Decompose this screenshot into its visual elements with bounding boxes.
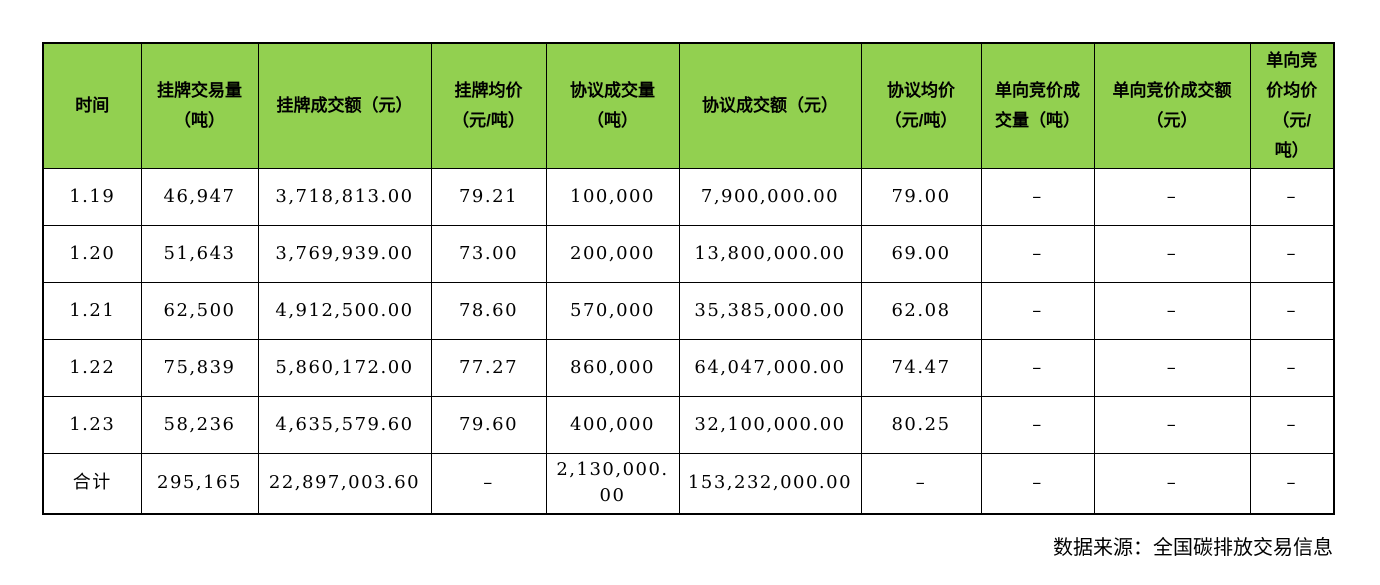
cell-time: 1.21 bbox=[42, 282, 142, 340]
cell-time: 1.20 bbox=[42, 225, 142, 283]
cell-listed-volume: 51,643 bbox=[140, 225, 259, 283]
cell-agreement-turnover: 32,100,000.00 bbox=[678, 396, 862, 454]
header-cell-auction-volume: 单向竞价成 交量（吨） bbox=[980, 42, 1095, 169]
cell-auction-avg-price: – bbox=[1249, 282, 1335, 340]
cell-agreement-turnover: 64,047,000.00 bbox=[678, 339, 862, 397]
table-row: 1.22 75,839 5,860,172.00 77.27 860,000 6… bbox=[42, 339, 1335, 397]
table-row: 1.23 58,236 4,635,579.60 79.60 400,000 3… bbox=[42, 396, 1335, 454]
table-row-total: 合计 295,165 22,897,003.60 – 2,130,000. 00… bbox=[42, 453, 1335, 514]
table-row: 1.20 51,643 3,769,939.00 73.00 200,000 1… bbox=[42, 225, 1335, 283]
cell-auction-turnover: – bbox=[1093, 168, 1251, 226]
cell-agreement-turnover: 13,800,000.00 bbox=[678, 225, 862, 283]
header-cell-auction-turnover: 单向竞价成交额 （元） bbox=[1093, 42, 1251, 169]
cell-listed-turnover: 22,897,003.60 bbox=[257, 453, 432, 514]
cell-auction-volume: – bbox=[980, 168, 1095, 226]
cell-agreement-volume: 400,000 bbox=[545, 396, 680, 454]
cell-time: 1.23 bbox=[42, 396, 142, 454]
header-cell-agreement-volume: 协议成交量 （吨） bbox=[545, 42, 680, 169]
cell-listed-volume: 58,236 bbox=[140, 396, 259, 454]
cell-auction-turnover: – bbox=[1093, 339, 1251, 397]
header-cell-time: 时间 bbox=[42, 42, 142, 169]
cell-listed-volume: 62,500 bbox=[140, 282, 259, 340]
cell-agreement-turnover: 35,385,000.00 bbox=[678, 282, 862, 340]
header-cell-listed-volume: 挂牌交易量 （吨） bbox=[140, 42, 259, 169]
table-row: 1.21 62,500 4,912,500.00 78.60 570,000 3… bbox=[42, 282, 1335, 340]
header-cell-listed-turnover: 挂牌成交额（元） bbox=[257, 42, 432, 169]
cell-listed-avg-price: 79.21 bbox=[430, 168, 547, 226]
cell-agreement-avg-price: – bbox=[860, 453, 982, 514]
cell-agreement-avg-price: 62.08 bbox=[860, 282, 982, 340]
cell-auction-avg-price: – bbox=[1249, 168, 1335, 226]
cell-auction-volume: – bbox=[980, 339, 1095, 397]
cell-auction-avg-price: – bbox=[1249, 453, 1335, 514]
cell-auction-volume: – bbox=[980, 282, 1095, 340]
cell-listed-turnover: 4,635,579.60 bbox=[257, 396, 432, 454]
cell-agreement-avg-price: 80.25 bbox=[860, 396, 982, 454]
cell-listed-turnover: 4,912,500.00 bbox=[257, 282, 432, 340]
cell-listed-avg-price: 73.00 bbox=[430, 225, 547, 283]
cell-auction-turnover: – bbox=[1093, 282, 1251, 340]
cell-listed-avg-price: 78.60 bbox=[430, 282, 547, 340]
cell-agreement-turnover: 153,232,000.00 bbox=[678, 453, 862, 514]
cell-listed-avg-price: 77.27 bbox=[430, 339, 547, 397]
cell-agreement-volume: 100,000 bbox=[545, 168, 680, 226]
cell-listed-avg-price: 79.60 bbox=[430, 396, 547, 454]
cell-time: 1.19 bbox=[42, 168, 142, 226]
cell-agreement-avg-price: 69.00 bbox=[860, 225, 982, 283]
cell-auction-avg-price: – bbox=[1249, 396, 1335, 454]
cell-auction-turnover: – bbox=[1093, 396, 1251, 454]
cell-listed-turnover: 5,860,172.00 bbox=[257, 339, 432, 397]
cell-auction-turnover: – bbox=[1093, 225, 1251, 283]
header-row: 时间 挂牌交易量 （吨） 挂牌成交额（元） 挂牌均价 （元/吨） 协议成交量 （… bbox=[42, 42, 1335, 169]
cell-agreement-avg-price: 74.47 bbox=[860, 339, 982, 397]
cell-listed-volume: 295,165 bbox=[140, 453, 259, 514]
cell-agreement-volume: 200,000 bbox=[545, 225, 680, 283]
header-cell-auction-avg-price: 单向竞 价均价 （元/ 吨） bbox=[1249, 42, 1335, 169]
cell-time: 1.22 bbox=[42, 339, 142, 397]
cell-auction-volume: – bbox=[980, 225, 1095, 283]
cell-auction-avg-price: – bbox=[1249, 225, 1335, 283]
header-cell-listed-avg-price: 挂牌均价 （元/吨） bbox=[430, 42, 547, 169]
cell-listed-turnover: 3,769,939.00 bbox=[257, 225, 432, 283]
header-cell-agreement-avg-price: 协议均价 （元/吨） bbox=[860, 42, 982, 169]
cell-listed-volume: 46,947 bbox=[140, 168, 259, 226]
cell-auction-turnover: – bbox=[1093, 453, 1251, 514]
cell-listed-avg-price: – bbox=[430, 453, 547, 514]
cell-listed-turnover: 3,718,813.00 bbox=[257, 168, 432, 226]
cell-auction-volume: – bbox=[980, 453, 1095, 514]
carbon-trading-table: 时间 挂牌交易量 （吨） 挂牌成交额（元） 挂牌均价 （元/吨） 协议成交量 （… bbox=[42, 42, 1335, 515]
cell-auction-volume: – bbox=[980, 396, 1095, 454]
cell-agreement-volume: 570,000 bbox=[545, 282, 680, 340]
cell-time: 合计 bbox=[42, 453, 142, 514]
cell-agreement-volume: 2,130,000. 00 bbox=[545, 453, 680, 514]
header-cell-agreement-turnover: 协议成交额（元） bbox=[678, 42, 862, 169]
cell-agreement-avg-price: 79.00 bbox=[860, 168, 982, 226]
data-source-note: 数据来源：全国碳排放交易信息 bbox=[1053, 535, 1333, 559]
table-row: 1.19 46,947 3,718,813.00 79.21 100,000 7… bbox=[42, 168, 1335, 226]
cell-agreement-volume: 860,000 bbox=[545, 339, 680, 397]
cell-auction-avg-price: – bbox=[1249, 339, 1335, 397]
cell-listed-volume: 75,839 bbox=[140, 339, 259, 397]
cell-agreement-turnover: 7,900,000.00 bbox=[678, 168, 862, 226]
